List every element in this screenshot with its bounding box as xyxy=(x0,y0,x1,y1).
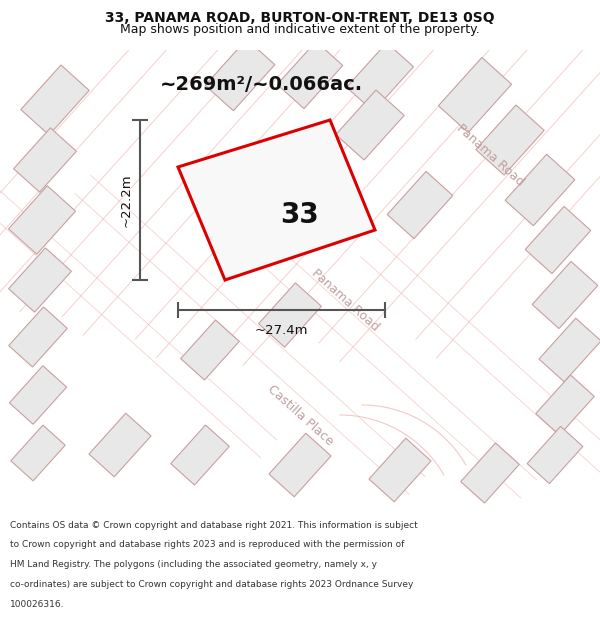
Polygon shape xyxy=(369,438,431,502)
Polygon shape xyxy=(10,366,67,424)
Polygon shape xyxy=(387,171,453,239)
Polygon shape xyxy=(527,426,583,484)
Polygon shape xyxy=(505,154,575,226)
Polygon shape xyxy=(8,186,76,254)
Polygon shape xyxy=(461,443,519,503)
Text: Panama Road: Panama Road xyxy=(454,121,526,189)
Polygon shape xyxy=(525,206,591,274)
Polygon shape xyxy=(439,58,512,132)
Text: HM Land Registry. The polygons (including the associated geometry, namely x, y: HM Land Registry. The polygons (includin… xyxy=(10,560,377,569)
Text: Panama Road: Panama Road xyxy=(309,266,381,334)
Text: Map shows position and indicative extent of the property.: Map shows position and indicative extent… xyxy=(120,23,480,36)
Polygon shape xyxy=(8,248,71,312)
Polygon shape xyxy=(11,425,65,481)
Polygon shape xyxy=(476,105,544,175)
Text: co-ordinates) are subject to Crown copyright and database rights 2023 Ordnance S: co-ordinates) are subject to Crown copyr… xyxy=(10,580,413,589)
Polygon shape xyxy=(181,320,239,380)
Text: 100026316.: 100026316. xyxy=(10,600,65,609)
Polygon shape xyxy=(259,283,322,347)
Polygon shape xyxy=(171,425,229,485)
Polygon shape xyxy=(9,307,67,367)
Polygon shape xyxy=(89,413,151,477)
Text: 33, PANAMA ROAD, BURTON-ON-TRENT, DE13 0SQ: 33, PANAMA ROAD, BURTON-ON-TRENT, DE13 0… xyxy=(105,11,495,25)
Polygon shape xyxy=(269,433,331,497)
Text: ~269m²/~0.066ac.: ~269m²/~0.066ac. xyxy=(160,76,363,94)
Polygon shape xyxy=(539,318,600,382)
Text: to Crown copyright and database rights 2023 and is reproduced with the permissio: to Crown copyright and database rights 2… xyxy=(10,540,404,549)
Text: Contains OS data © Crown copyright and database right 2021. This information is : Contains OS data © Crown copyright and d… xyxy=(10,521,418,529)
Polygon shape xyxy=(178,120,375,280)
Polygon shape xyxy=(21,65,89,135)
Text: ~27.4m: ~27.4m xyxy=(255,324,308,337)
Polygon shape xyxy=(536,375,594,435)
Polygon shape xyxy=(205,39,275,111)
Polygon shape xyxy=(347,42,413,111)
Polygon shape xyxy=(277,41,343,109)
Text: 33: 33 xyxy=(281,201,319,229)
Polygon shape xyxy=(532,261,598,329)
Text: Castilla Place: Castilla Place xyxy=(265,382,335,448)
Polygon shape xyxy=(14,128,76,192)
Polygon shape xyxy=(336,90,404,160)
Text: ~22.2m: ~22.2m xyxy=(119,173,133,227)
